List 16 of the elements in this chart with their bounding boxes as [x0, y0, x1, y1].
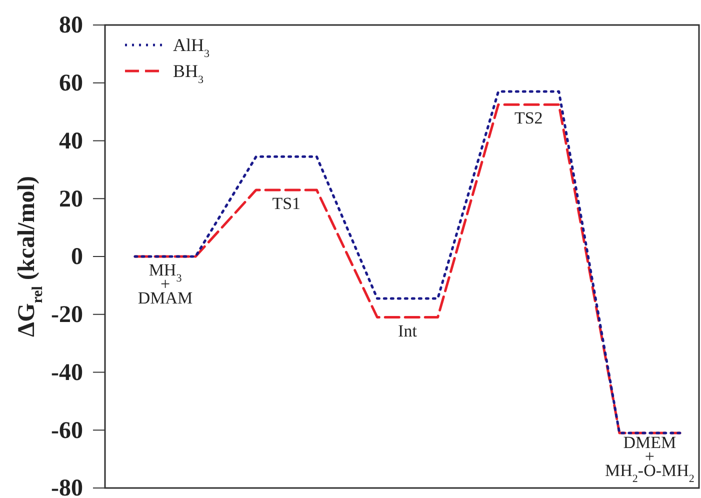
annotation: TS2: [514, 108, 543, 128]
y-tick-label: -60: [51, 418, 83, 444]
annotation: TS1: [272, 194, 301, 213]
y-tick-label: -80: [51, 476, 83, 498]
legend-label: BH$_{3}$: [173, 61, 204, 86]
y-tick-label: -20: [51, 302, 83, 328]
y-tick-label: -40: [51, 360, 83, 386]
y-tick-label: 20: [59, 186, 83, 212]
y-tick-label: 60: [59, 70, 83, 97]
annotation: MH$_{3}$ + DMAM: [138, 260, 193, 308]
y-tick-label: 40: [59, 128, 83, 154]
legend-label: AlH$_{3}$: [173, 35, 210, 60]
annotation: Int: [398, 321, 418, 340]
y-tick-label: 80: [59, 12, 83, 39]
y-tick-label: 0: [71, 244, 83, 270]
annotation: DMEM + MH$_{2}$-O-MH$_{2}$: [605, 433, 694, 485]
